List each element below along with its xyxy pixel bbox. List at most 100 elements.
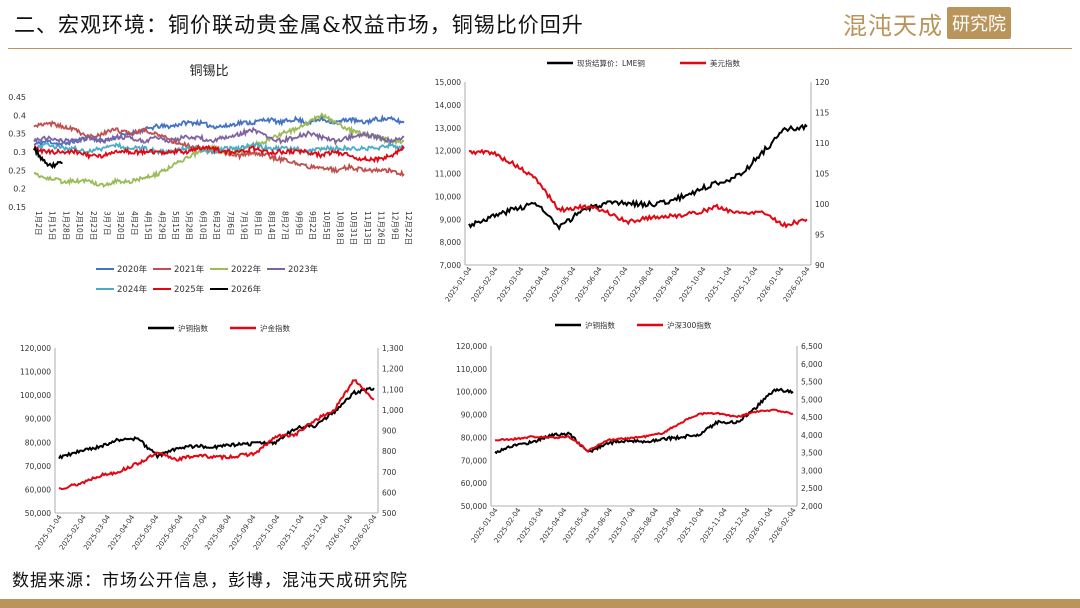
y-right-tick-label: 3,000: [801, 466, 823, 475]
y-left-tick-label: 90,000: [461, 411, 487, 420]
x-tick-label: 5月15日: [171, 211, 180, 240]
y-right-tick-label: 3,500: [801, 449, 823, 458]
cu-sn-ratio-chart: 铜锡比 0.15 0.2 0.25 0.3 0.35 0.4 0.45 1月2日 1月15日 1月2…: [0, 55, 420, 300]
y-right-tick-label: 2,000: [801, 502, 823, 511]
y-left-tick-label: 9,000: [440, 215, 462, 224]
cu-sn-ratio-svg: 铜锡比 0.15 0.2 0.25 0.3 0.35 0.4 0.45 1月2日 1月15日 1月2…: [8, 64, 413, 295]
y-tick-label: 0.3: [13, 148, 26, 157]
legend-label: 2020年: [117, 264, 148, 275]
x-tick-label: 1月2日: [34, 211, 43, 236]
y-left-tick-label: 8,000: [440, 238, 462, 247]
y-left-tick-label: 15,000: [435, 78, 461, 87]
y-right-tick-label: 600: [382, 488, 397, 497]
header-divider: [8, 48, 1072, 49]
legend-label: 沪铜指数: [178, 323, 208, 333]
y-left-tick-label: 70,000: [25, 462, 51, 471]
x-tick-label: 10月31日: [349, 211, 358, 245]
x-tick-label: 12月9日: [390, 211, 399, 240]
logo-text: 混沌天成: [843, 11, 943, 40]
y-right-tick-label: 110: [815, 139, 830, 148]
legend-label: 沪铜指数: [585, 320, 615, 330]
series-line-4: [33, 126, 405, 146]
shfe-cu-au-chart: 50,000 60,000 70,000 80,000 90,000 100,000 110…: [0, 315, 420, 560]
x-tick-label: 1月28日: [61, 211, 70, 240]
y-right-tick-label: 90: [815, 261, 825, 270]
legend-label: 2026年: [231, 284, 262, 295]
y-right-tick-label: 900: [382, 427, 397, 436]
y-right-tick-label: 1,100: [382, 385, 404, 394]
x-tick-label: 11月13日: [363, 211, 372, 245]
y-left-tick-label: 60,000: [461, 479, 487, 488]
x-tick-label: 8月14日: [267, 211, 276, 240]
y-left-tick-label: 110,000: [456, 365, 487, 374]
series-line-1: [58, 386, 375, 460]
series-line-7: [33, 145, 63, 170]
y-right-tick-label: 800: [382, 447, 397, 456]
y-left-tick-label: 70,000: [461, 456, 487, 465]
lme-copper-usd-chart: 7,000 8,000 9,000 10,000 11,000 12,000 13,000 1…: [425, 55, 845, 305]
y-left-tick-label: 80,000: [25, 438, 51, 447]
y-left-tick-label: 80,000: [461, 433, 487, 442]
x-tick-label: 3月7日: [103, 211, 112, 236]
shfe-cu-au-svg: 50,000 60,000 70,000 80,000 90,000 100,000 110…: [20, 323, 404, 551]
legend-label: 沪金指数: [260, 323, 290, 333]
y-left-tick-label: 90,000: [25, 415, 51, 424]
series-line-2: [494, 408, 794, 453]
y-right-tick-label: 1,200: [382, 365, 404, 374]
y-tick-label: 0.15: [8, 203, 26, 212]
y-left-tick-label: 50,000: [25, 509, 51, 518]
y-right-tick-label: 4,500: [801, 413, 823, 422]
y-left-tick-label: 100,000: [456, 388, 487, 397]
legend-label: 2025年: [174, 284, 205, 295]
x-tick-label: 5月28日: [185, 211, 194, 240]
data-source-note: 数据来源：市场公开信息，彭博，混沌天成研究院: [12, 571, 408, 591]
y-right-tick-label: 120: [815, 78, 830, 87]
x-tick-label: 6月10日: [198, 211, 207, 240]
legend-label: 现货结算价：LME铜: [577, 58, 645, 68]
x-tick-label: 11月26日: [377, 211, 386, 245]
legend-label: 2024年: [117, 284, 148, 295]
y-tick-label: 0.25: [8, 166, 26, 175]
brand-logo: 混沌天成 研究院: [843, 6, 1011, 40]
footer-bar: [0, 599, 1080, 608]
y-right-tick-label: 5,500: [801, 378, 823, 387]
legend-label: 沪深300指数: [667, 320, 712, 330]
x-tick-label: 7月6日: [226, 211, 235, 236]
y-left-tick-label: 10,000: [435, 192, 461, 201]
y-right-tick-label: 6,500: [801, 342, 823, 351]
y-left-tick-label: 7,000: [440, 261, 462, 270]
y-right-tick-label: 105: [815, 170, 830, 179]
x-tick-label: 6月23日: [212, 211, 221, 240]
x-tick-label: 1月15日: [48, 211, 57, 240]
x-tick-label: 3月20日: [116, 211, 125, 240]
x-tick-label: 2月23日: [89, 211, 98, 240]
y-right-tick-label: 1,000: [382, 406, 404, 415]
y-tick-label: 0.2: [13, 185, 26, 194]
shfe-cu-csi300-chart: 50,000 60,000 70,000 80,000 90,000 100,000 110…: [425, 315, 845, 560]
y-right-tick-label: 4,000: [801, 431, 823, 440]
x-tick-label: 8月27日: [281, 211, 290, 240]
y-left-tick-label: 110,000: [20, 368, 51, 377]
series-line-6: [33, 144, 405, 164]
y-left-tick-label: 14,000: [435, 101, 461, 110]
x-tick-label: 4月2日: [130, 211, 139, 236]
y-left-tick-label: 100,000: [20, 391, 51, 400]
legend-label: 美元指数: [710, 58, 740, 68]
x-tick-label: 10月18日: [335, 211, 344, 245]
series-line-1: [494, 387, 794, 455]
page-title: 二、宏观环境：铜价联动贵金属&权益市场，铜锡比价回升: [14, 13, 584, 37]
x-tick-label: 7月19日: [240, 211, 249, 240]
x-tick-label: 10月5日: [322, 211, 331, 240]
y-tick-label: 0.4: [13, 111, 26, 120]
legend-label: 2022年: [231, 264, 262, 275]
lme-copper-usd-svg: 7,000 8,000 9,000 10,000 11,000 12,000 13,000 1…: [435, 58, 830, 303]
y-right-tick-label: 700: [382, 468, 397, 477]
y-left-tick-label: 120,000: [456, 342, 487, 351]
y-right-tick-label: 115: [815, 109, 830, 118]
y-left-tick-label: 120,000: [20, 344, 51, 353]
x-tick-label: 12月22日: [404, 211, 413, 245]
y-left-tick-label: 13,000: [435, 124, 461, 133]
x-tick-label: 9月9日: [294, 211, 303, 236]
series-line-1: [468, 123, 808, 232]
y-left-tick-label: 60,000: [25, 485, 51, 494]
